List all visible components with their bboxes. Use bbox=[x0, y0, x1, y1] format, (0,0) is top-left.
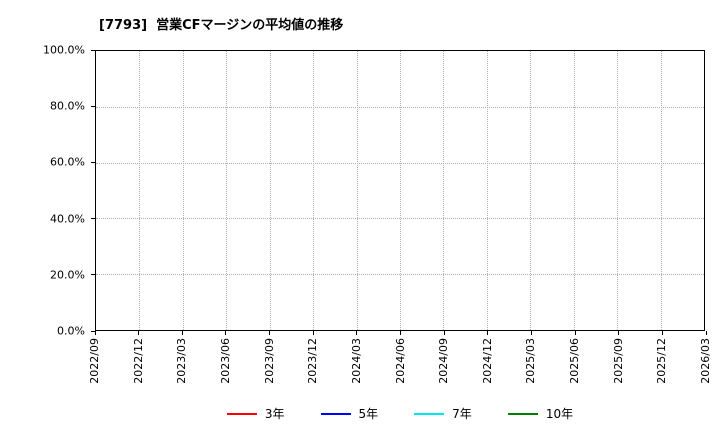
v-gridline bbox=[486, 51, 488, 330]
v-gridline bbox=[139, 51, 141, 330]
x-axis-labels: 2022/09 2022/12 2023/03 2023/06 2023/09 2023/… bbox=[88, 331, 712, 401]
legend-label: 5年 bbox=[358, 407, 379, 421]
x-tick-mark bbox=[530, 331, 532, 335]
x-tick-label: 2023/03 bbox=[175, 338, 189, 384]
x-tick-label: 2025/09 bbox=[611, 338, 625, 384]
v-gridline bbox=[530, 51, 532, 330]
x-tick-mark bbox=[487, 331, 489, 335]
y-tick-label: 60.0% bbox=[50, 155, 85, 169]
y-tick-label: 40.0% bbox=[50, 212, 85, 226]
legend-item: 5年 bbox=[320, 405, 379, 422]
x-tick-mark bbox=[443, 331, 445, 335]
x-tick-mark bbox=[269, 331, 271, 335]
x-tick-label: 2024/09 bbox=[437, 338, 451, 384]
x-tick-label: 2022/09 bbox=[88, 338, 101, 384]
y-axis-labels: 100.0% 80.0% 60.0% 40.0% 20.0% 0.0% bbox=[0, 44, 95, 338]
legend-line-swatch bbox=[507, 412, 538, 415]
legend-line-swatch bbox=[320, 412, 351, 415]
v-gridline bbox=[660, 51, 662, 330]
y-tick-mark bbox=[91, 161, 95, 163]
v-gridline bbox=[182, 51, 184, 330]
y-tick-mark bbox=[91, 105, 95, 107]
y-tick-mark bbox=[91, 49, 95, 51]
v-gridline bbox=[269, 51, 271, 330]
x-tick-mark bbox=[574, 331, 576, 335]
v-gridline bbox=[356, 51, 358, 330]
v-gridline bbox=[573, 51, 575, 330]
legend: 3年 5年 7年 10年 bbox=[95, 405, 705, 422]
x-tick-label: 2024/12 bbox=[480, 338, 494, 384]
y-tick-label: 80.0% bbox=[50, 99, 85, 113]
y-tick-mark bbox=[91, 218, 95, 220]
x-tick-label: 2024/03 bbox=[349, 338, 363, 384]
x-tick-mark bbox=[225, 331, 227, 335]
x-tick-mark bbox=[661, 331, 663, 335]
plot-area bbox=[95, 50, 705, 331]
x-tick-mark bbox=[400, 331, 401, 335]
x-tick-label: 2026/03 bbox=[699, 338, 712, 384]
x-tick-mark bbox=[138, 331, 140, 335]
legend-label: 10年 bbox=[545, 407, 574, 421]
h-gridline bbox=[96, 162, 704, 164]
v-gridline bbox=[226, 51, 228, 330]
x-tick-label: 2023/06 bbox=[218, 338, 232, 384]
x-tick-label: 2022/12 bbox=[131, 338, 145, 384]
legend-item: 7年 bbox=[414, 405, 472, 422]
y-tick-mark bbox=[91, 274, 95, 276]
x-tick-label: 2025/03 bbox=[524, 338, 538, 384]
legend-label: 7年 bbox=[452, 407, 472, 421]
legend-line-swatch bbox=[414, 412, 445, 415]
x-tick-label: 2023/12 bbox=[306, 338, 320, 384]
h-gridline bbox=[96, 106, 704, 108]
v-gridline bbox=[443, 51, 445, 330]
x-tick-mark bbox=[94, 331, 96, 335]
x-tick-mark bbox=[356, 331, 358, 335]
y-tick-label: 20.0% bbox=[50, 268, 85, 282]
legend-item: 10年 bbox=[507, 405, 574, 422]
h-gridline bbox=[96, 218, 704, 220]
chart-title: [7793] 営業CFマージンの平均値の推移 bbox=[99, 18, 344, 33]
v-gridline bbox=[313, 51, 315, 330]
x-tick-label: 2024/06 bbox=[393, 338, 407, 384]
v-gridline bbox=[617, 51, 619, 330]
h-gridline bbox=[96, 274, 704, 276]
y-tick-label: 0.0% bbox=[57, 324, 85, 338]
legend-label: 3年 bbox=[264, 407, 285, 421]
x-tick-label: 2025/12 bbox=[655, 338, 669, 384]
x-tick-mark bbox=[312, 331, 314, 335]
y-tick-label: 100.0% bbox=[43, 43, 85, 57]
v-gridline bbox=[400, 51, 401, 330]
x-tick-label: 2023/09 bbox=[262, 338, 276, 384]
y-tick-mark bbox=[91, 330, 95, 332]
legend-item: 3年 bbox=[226, 405, 285, 422]
x-tick-mark bbox=[705, 331, 707, 335]
x-tick-mark bbox=[618, 331, 620, 335]
x-tick-mark bbox=[181, 331, 183, 335]
legend-line-swatch bbox=[226, 412, 257, 415]
x-tick-label: 2025/06 bbox=[568, 338, 582, 384]
